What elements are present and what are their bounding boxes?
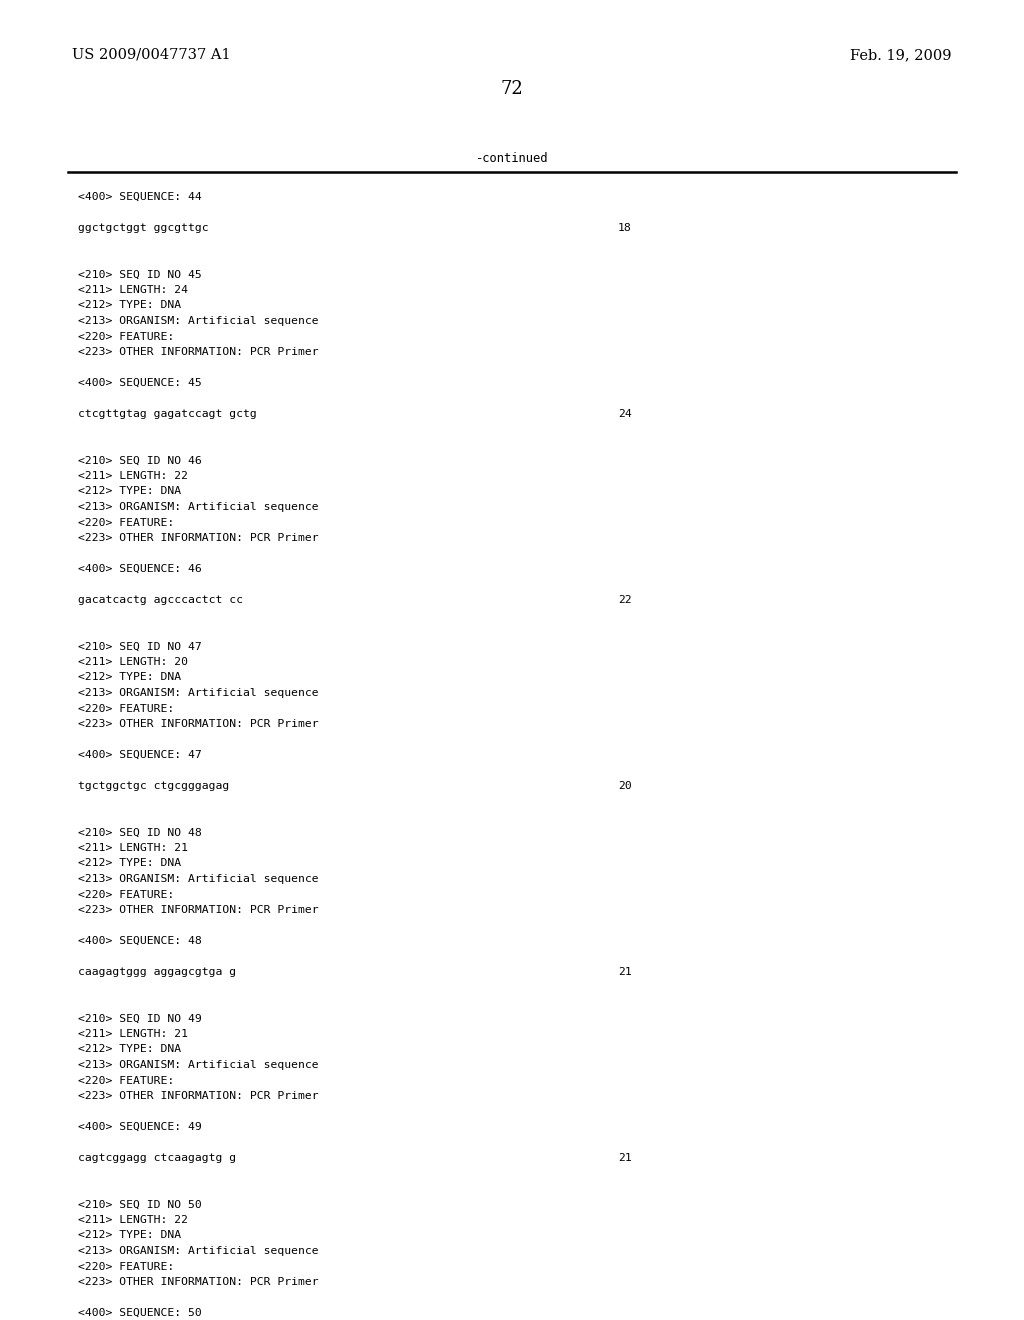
Text: <210> SEQ ID NO 45: <210> SEQ ID NO 45: [78, 269, 202, 280]
Text: 18: 18: [618, 223, 632, 234]
Text: <212> TYPE: DNA: <212> TYPE: DNA: [78, 487, 181, 496]
Text: <220> FEATURE:: <220> FEATURE:: [78, 331, 174, 342]
Text: 24: 24: [618, 409, 632, 418]
Text: <210> SEQ ID NO 50: <210> SEQ ID NO 50: [78, 1200, 202, 1209]
Text: 20: 20: [618, 781, 632, 791]
Text: <400> SEQUENCE: 45: <400> SEQUENCE: 45: [78, 378, 202, 388]
Text: 21: 21: [618, 1152, 632, 1163]
Text: -continued: -continued: [476, 152, 548, 165]
Text: <223> OTHER INFORMATION: PCR Primer: <223> OTHER INFORMATION: PCR Primer: [78, 906, 318, 915]
Text: <400> SEQUENCE: 48: <400> SEQUENCE: 48: [78, 936, 202, 946]
Text: <210> SEQ ID NO 46: <210> SEQ ID NO 46: [78, 455, 202, 466]
Text: 72: 72: [501, 81, 523, 98]
Text: <210> SEQ ID NO 48: <210> SEQ ID NO 48: [78, 828, 202, 837]
Text: <210> SEQ ID NO 49: <210> SEQ ID NO 49: [78, 1014, 202, 1023]
Text: <223> OTHER INFORMATION: PCR Primer: <223> OTHER INFORMATION: PCR Primer: [78, 1276, 318, 1287]
Text: ctcgttgtag gagatccagt gctg: ctcgttgtag gagatccagt gctg: [78, 409, 257, 418]
Text: <211> LENGTH: 20: <211> LENGTH: 20: [78, 657, 188, 667]
Text: <220> FEATURE:: <220> FEATURE:: [78, 704, 174, 714]
Text: <220> FEATURE:: <220> FEATURE:: [78, 890, 174, 899]
Text: <211> LENGTH: 21: <211> LENGTH: 21: [78, 1030, 188, 1039]
Text: <213> ORGANISM: Artificial sequence: <213> ORGANISM: Artificial sequence: [78, 874, 318, 884]
Text: <220> FEATURE:: <220> FEATURE:: [78, 517, 174, 528]
Text: <400> SEQUENCE: 49: <400> SEQUENCE: 49: [78, 1122, 202, 1133]
Text: <400> SEQUENCE: 46: <400> SEQUENCE: 46: [78, 564, 202, 574]
Text: <212> TYPE: DNA: <212> TYPE: DNA: [78, 1044, 181, 1055]
Text: <213> ORGANISM: Artificial sequence: <213> ORGANISM: Artificial sequence: [78, 688, 318, 698]
Text: <211> LENGTH: 22: <211> LENGTH: 22: [78, 1214, 188, 1225]
Text: <213> ORGANISM: Artificial sequence: <213> ORGANISM: Artificial sequence: [78, 315, 318, 326]
Text: tgctggctgc ctgcgggagag: tgctggctgc ctgcgggagag: [78, 781, 229, 791]
Text: 21: 21: [618, 968, 632, 977]
Text: <220> FEATURE:: <220> FEATURE:: [78, 1262, 174, 1271]
Text: <223> OTHER INFORMATION: PCR Primer: <223> OTHER INFORMATION: PCR Primer: [78, 1092, 318, 1101]
Text: <223> OTHER INFORMATION: PCR Primer: <223> OTHER INFORMATION: PCR Primer: [78, 719, 318, 729]
Text: <213> ORGANISM: Artificial sequence: <213> ORGANISM: Artificial sequence: [78, 1246, 318, 1257]
Text: ggctgctggt ggcgttgc: ggctgctggt ggcgttgc: [78, 223, 209, 234]
Text: <220> FEATURE:: <220> FEATURE:: [78, 1076, 174, 1085]
Text: gacatcactg agcccactct cc: gacatcactg agcccactct cc: [78, 595, 243, 605]
Text: <212> TYPE: DNA: <212> TYPE: DNA: [78, 672, 181, 682]
Text: 22: 22: [618, 595, 632, 605]
Text: <223> OTHER INFORMATION: PCR Primer: <223> OTHER INFORMATION: PCR Primer: [78, 533, 318, 543]
Text: caagagtggg aggagcgtga g: caagagtggg aggagcgtga g: [78, 968, 237, 977]
Text: <213> ORGANISM: Artificial sequence: <213> ORGANISM: Artificial sequence: [78, 1060, 318, 1071]
Text: <211> LENGTH: 21: <211> LENGTH: 21: [78, 843, 188, 853]
Text: cagtcggagg ctcaagagtg g: cagtcggagg ctcaagagtg g: [78, 1152, 237, 1163]
Text: <210> SEQ ID NO 47: <210> SEQ ID NO 47: [78, 642, 202, 652]
Text: <212> TYPE: DNA: <212> TYPE: DNA: [78, 1230, 181, 1241]
Text: <400> SEQUENCE: 47: <400> SEQUENCE: 47: [78, 750, 202, 760]
Text: <211> LENGTH: 22: <211> LENGTH: 22: [78, 471, 188, 480]
Text: <212> TYPE: DNA: <212> TYPE: DNA: [78, 301, 181, 310]
Text: <213> ORGANISM: Artificial sequence: <213> ORGANISM: Artificial sequence: [78, 502, 318, 512]
Text: US 2009/0047737 A1: US 2009/0047737 A1: [72, 48, 230, 62]
Text: <212> TYPE: DNA: <212> TYPE: DNA: [78, 858, 181, 869]
Text: <400> SEQUENCE: 44: <400> SEQUENCE: 44: [78, 191, 202, 202]
Text: <400> SEQUENCE: 50: <400> SEQUENCE: 50: [78, 1308, 202, 1317]
Text: <223> OTHER INFORMATION: PCR Primer: <223> OTHER INFORMATION: PCR Primer: [78, 347, 318, 356]
Text: <211> LENGTH: 24: <211> LENGTH: 24: [78, 285, 188, 294]
Text: Feb. 19, 2009: Feb. 19, 2009: [851, 48, 952, 62]
